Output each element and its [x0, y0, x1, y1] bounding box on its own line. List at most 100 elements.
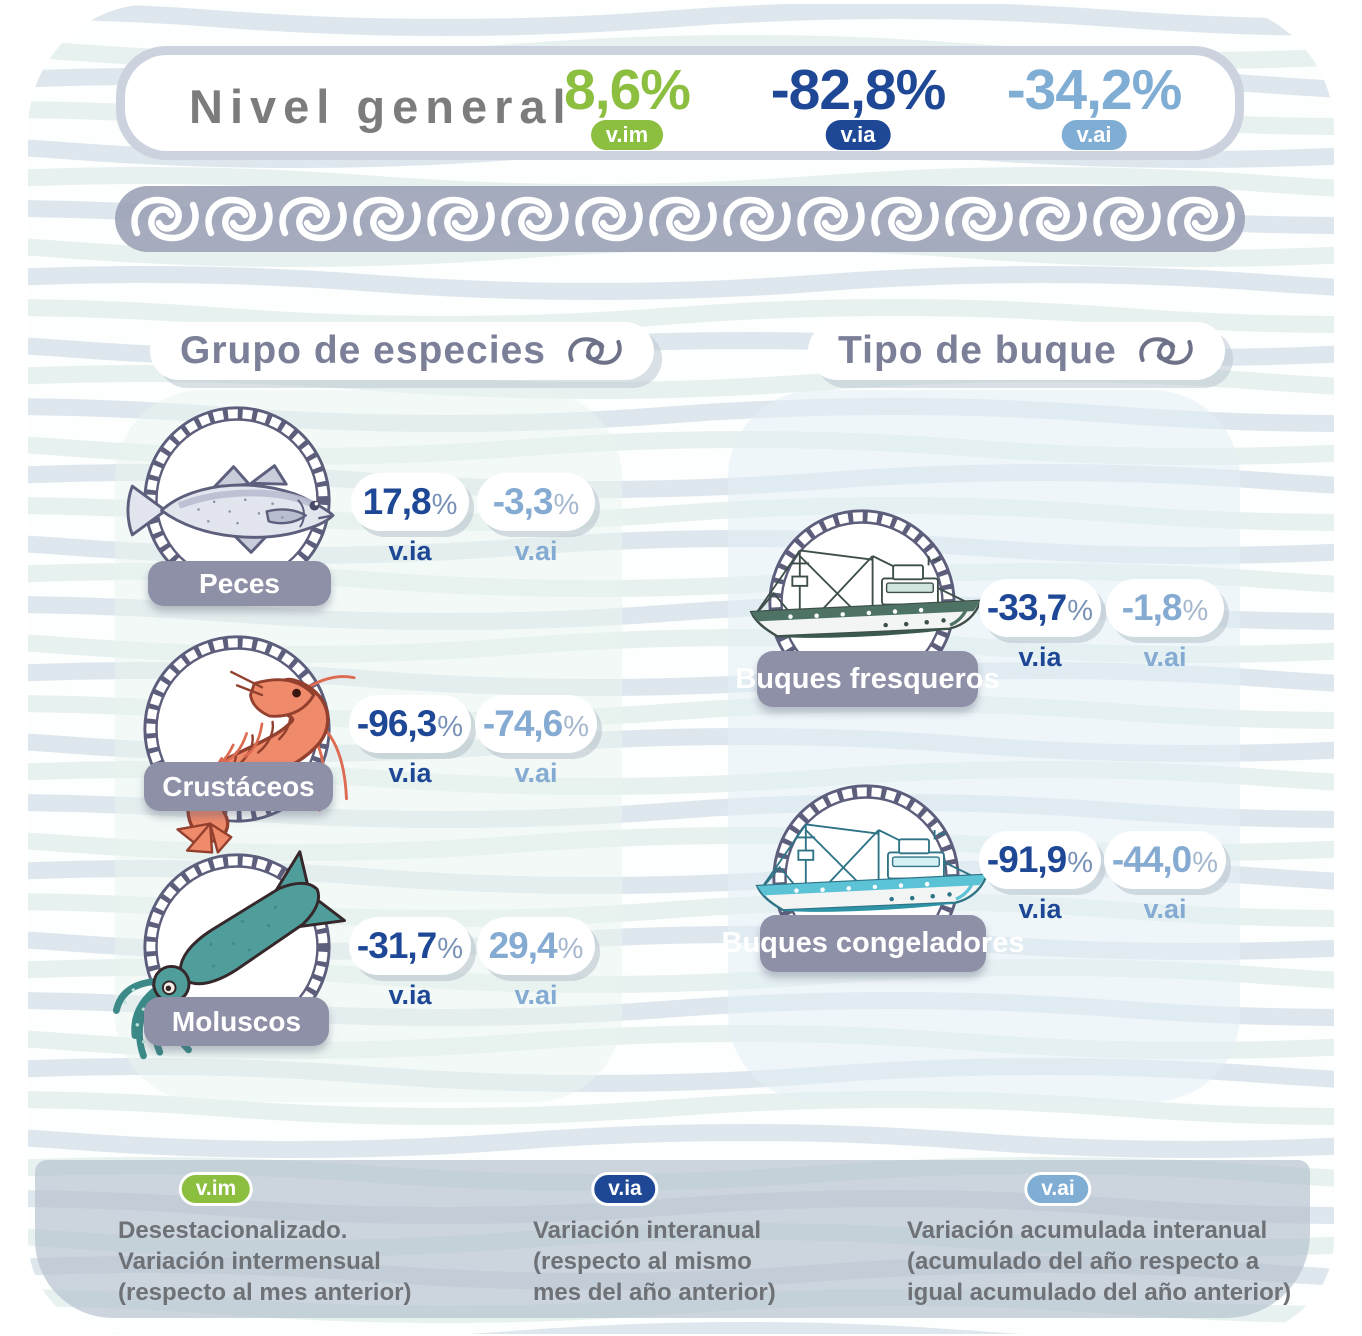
value-pill: -91,9% [978, 831, 1102, 889]
percent-sign: % [437, 933, 464, 965]
vessel-label-congeladores: Buques congeladores [722, 915, 1024, 972]
vessel-title-text: Tipo de buque [838, 329, 1117, 372]
value-pill: -44,0% [1103, 831, 1227, 889]
congeladores-via: -91,9% v.ia [965, 831, 1115, 925]
vim-badge: v.im [590, 120, 664, 151]
vai-badge: v.ai [1061, 120, 1127, 151]
via-legend-badge: v.ia [591, 1172, 659, 1206]
chain-links-icon [115, 186, 1245, 252]
legend-line: Desestacionalizado. [118, 1217, 348, 1244]
metric-tag: v.ai [514, 536, 558, 566]
moluscos-vai: 29,4% v.ai [461, 917, 611, 1011]
legend-via: v.ia Variación interanual (respecto al m… [533, 1172, 776, 1308]
percent-sign: % [557, 933, 584, 965]
value-number: -91,9 [986, 839, 1067, 880]
shrimp-icon [118, 645, 358, 870]
value-number: 17,8 [362, 481, 432, 522]
value-pill: 29,4% [477, 917, 595, 975]
value-pill: -31,7% [348, 917, 472, 975]
percent-sign: % [1192, 847, 1219, 879]
value-pill: -96,3% [348, 695, 472, 753]
value-pill: -1,8% [1106, 579, 1224, 637]
metric-tag: v.ia [1018, 894, 1062, 924]
vim-value: 8,6% [564, 58, 691, 122]
percent-sign: % [1182, 595, 1209, 627]
percent-sign: % [563, 711, 590, 743]
vessel-panel [728, 390, 1240, 1102]
peces-vai: -3,3% v.ai [461, 473, 611, 567]
via-badge: v.ia [825, 120, 891, 151]
percent-sign: % [437, 711, 464, 743]
peces-via: 17,8% v.ia [335, 473, 485, 567]
vai-value: -34,2% [1006, 58, 1183, 122]
trawler-turquoise-icon [748, 802, 998, 947]
metric-tag: v.ia [1018, 642, 1062, 672]
value-number: -1,8 [1121, 587, 1183, 628]
species-label-moluscos: Moluscos [144, 997, 329, 1046]
value-pill: -74,6% [474, 695, 598, 753]
value-number: -31,7 [356, 925, 437, 966]
vai-legend-badge: v.ai [1024, 1172, 1092, 1206]
value-number: -33,7 [986, 587, 1067, 628]
metric-tag: v.ai [1143, 642, 1187, 672]
general-level-panel: Nivel general 8,6% v.im -82,8% v.ia -34,… [116, 46, 1244, 160]
legend-line: Variación acumulada interanual [907, 1217, 1268, 1244]
chain-rope-divider [115, 186, 1245, 252]
species-section-title: Grupo de especies [150, 322, 654, 380]
congeladores-vai: -44,0% v.ai [1090, 831, 1240, 925]
percent-sign: % [431, 489, 458, 521]
hook-swirl-icon [568, 337, 622, 365]
moluscos-via: -31,7% v.ia [335, 917, 485, 1011]
value-pill: 17,8% [351, 473, 469, 531]
value-pill: -3,3% [477, 473, 595, 531]
metric-tag: v.ia [388, 536, 432, 566]
percent-sign: % [1067, 847, 1094, 879]
value-number: -44,0 [1111, 839, 1192, 880]
legend-line: Variación interanual [533, 1217, 762, 1244]
page-title: Nivel general [189, 80, 573, 133]
fish-icon [120, 455, 355, 572]
species-label-crustaceos: Crustáceos [144, 762, 333, 811]
species-title-text: Grupo de especies [180, 329, 546, 372]
legend-vim: v.im Desestacionalizado. Variación inter… [118, 1172, 411, 1308]
value-number: -3,3 [492, 481, 554, 522]
vessel-section-title: Tipo de buque [808, 322, 1225, 380]
legend-line: Variación intermensual [118, 1248, 381, 1275]
vim-legend-text: Desestacionalizado. Variación intermensu… [118, 1215, 411, 1308]
metric-tag: v.ia [388, 980, 432, 1010]
value-number: -96,3 [356, 703, 437, 744]
metric-tag: v.ai [514, 758, 558, 788]
value-number: 29,4 [488, 925, 558, 966]
fresqueros-via: -33,7% v.ia [965, 579, 1115, 673]
legend-line: igual acumulado del año anterior) [907, 1279, 1292, 1306]
legend-line: (respecto al mismo [533, 1248, 752, 1275]
general-via-value: -82,8% v.ia [770, 55, 947, 151]
via-legend-text: Variación interanual (respecto al mismo … [533, 1215, 776, 1308]
percent-sign: % [553, 489, 580, 521]
vai-legend-text: Variación acumulada interanual (acumulad… [907, 1215, 1291, 1308]
legend-footer: v.im Desestacionalizado. Variación inter… [35, 1160, 1310, 1318]
species-label-peces: Peces [148, 561, 331, 606]
vim-legend-badge: v.im [178, 1172, 254, 1206]
general-vai-value: -34,2% v.ai [1006, 55, 1183, 151]
legend-vai: v.ai Variación acumulada interanual (acu… [907, 1172, 1291, 1308]
metric-tag: v.ai [1143, 894, 1187, 924]
general-vim-value: 8,6% v.im [564, 55, 691, 151]
vessel-label-fresqueros: Buques fresqueros [735, 651, 1000, 707]
metric-tag: v.ai [514, 980, 558, 1010]
trawler-green-icon [742, 528, 992, 673]
metric-tag: v.ia [388, 758, 432, 788]
via-value: -82,8% [770, 58, 947, 122]
crustaceos-vai: -74,6% v.ai [461, 695, 611, 789]
value-number: -74,6 [482, 703, 563, 744]
percent-sign: % [1067, 595, 1094, 627]
legend-line: (acumulado del año respecto a [907, 1248, 1260, 1275]
legend-line: (respecto al mes anterior) [118, 1279, 412, 1306]
value-pill: -33,7% [978, 579, 1102, 637]
hook-swirl-icon [1139, 337, 1193, 365]
fresqueros-vai: -1,8% v.ai [1090, 579, 1240, 673]
crustaceos-via: -96,3% v.ia [335, 695, 485, 789]
general-level-panel-inner: Nivel general 8,6% v.im -82,8% v.ia -34,… [125, 55, 1235, 151]
legend-line: mes del año anterior) [533, 1279, 776, 1306]
